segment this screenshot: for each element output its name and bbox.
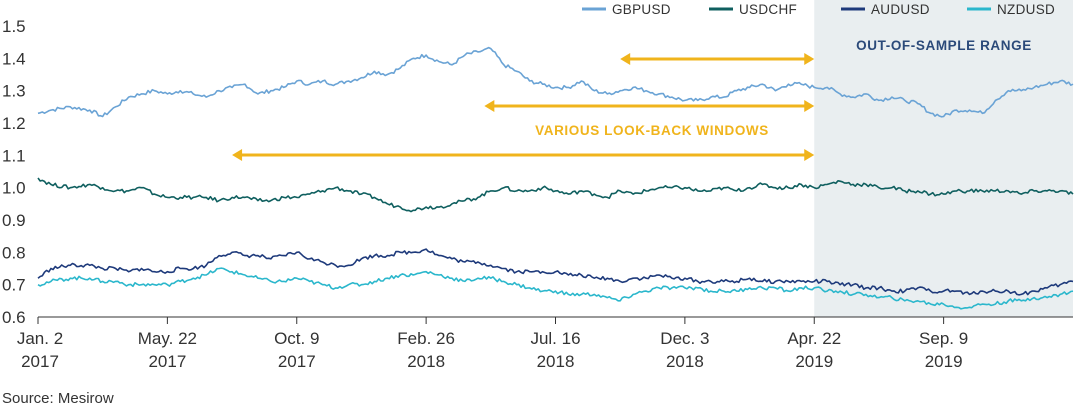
lookback-arrows [232, 53, 815, 161]
y-tick-label: 1.1 [2, 146, 26, 165]
y-axis-ticks: 0.6 0.7 0.8 0.9 1.0 1.1 1.2 1.3 1.4 1.5 [2, 17, 26, 327]
y-tick-label: 1.3 [2, 82, 26, 101]
x-tick-year: 2018 [407, 352, 445, 371]
series-lines [37, 46, 1074, 310]
legend-label-gbpusd: GBPUSD [612, 2, 671, 17]
x-tick-label: May. 22 [138, 329, 197, 348]
lookback-windows-label: VARIOUS LOOK-BACK WINDOWS [535, 123, 769, 138]
y-tick-label: 0.8 [2, 243, 26, 262]
y-tick-label: 1.0 [2, 179, 26, 198]
y-tick-label: 1.5 [2, 17, 26, 36]
lookback-arrow-head-left [620, 53, 631, 65]
y-tick-label: 0.7 [2, 276, 26, 295]
x-tick-year: 2017 [148, 352, 186, 371]
lookback-arrow-head-right [804, 149, 815, 161]
lookback-arrow-head-left [232, 149, 243, 161]
lookback-arrow-head-right [804, 100, 815, 112]
x-tick-label: Dec. 3 [660, 329, 709, 348]
legend-label-audusd: AUDUSD [871, 2, 930, 17]
x-tick-year: 2019 [925, 352, 963, 371]
y-tick-label: 1.4 [2, 49, 26, 68]
x-tick-label: Jul. 16 [530, 329, 580, 348]
x-tick-year: 2017 [278, 352, 316, 371]
legend-label-nzdusd: NZDUSD [997, 2, 1055, 17]
fx-line-chart: 0.6 0.7 0.8 0.9 1.0 1.1 1.2 1.3 1.4 1.5 Jan. 2 201… [2, 0, 1074, 371]
lookback-arrow-head-left [484, 100, 495, 112]
x-tick-label: Feb. 26 [397, 329, 455, 348]
out-of-sample-label: OUT-OF-SAMPLE RANGE [856, 38, 1032, 53]
x-axis-ticks: Jan. 2 2017 May. 22 2017 Oct. 9 2017 Feb. 26 20… [17, 317, 968, 371]
source-note: Source: Mesirow [2, 390, 114, 407]
y-tick-label: 0.9 [2, 211, 26, 230]
legend: GBPUSD USDCHF AUDUSD NZDUSD [582, 2, 1055, 17]
y-tick-label: 0.6 [2, 308, 26, 327]
x-tick-label: Jan. 2 [17, 329, 63, 348]
x-tick-year: 2018 [666, 352, 704, 371]
x-tick-year: 2017 [21, 352, 59, 371]
x-tick-label: Apr. 22 [787, 329, 841, 348]
series-line-usdchf [37, 177, 1074, 213]
lookback-arrow-head-right [804, 53, 815, 65]
series-line-nzdusd [37, 267, 1074, 310]
legend-label-usdchf: USDCHF [739, 2, 797, 17]
x-tick-label: Oct. 9 [274, 329, 319, 348]
y-tick-label: 1.2 [2, 114, 26, 133]
out-of-sample-shade [814, 0, 1073, 317]
x-tick-label: Sep. 9 [919, 329, 968, 348]
series-line-audusd [37, 248, 1074, 296]
series-line-gbpusd [37, 46, 1074, 118]
x-tick-year: 2018 [537, 352, 575, 371]
x-tick-year: 2019 [795, 352, 833, 371]
